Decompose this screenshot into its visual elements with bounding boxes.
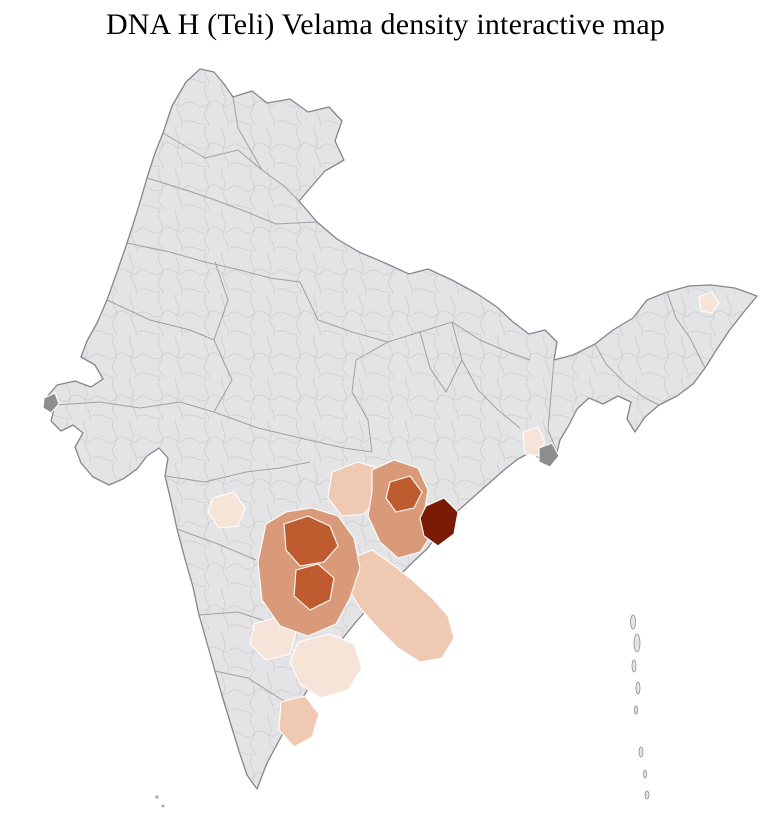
district-bengal-delta-dark[interactable] <box>538 442 560 468</box>
no-data-dark-districts[interactable] <box>42 392 560 468</box>
district-coastal-andhra-strip[interactable] <box>341 549 455 663</box>
district-west-edge-dark[interactable] <box>42 392 60 414</box>
district-telangana-core-b[interactable] <box>293 563 335 611</box>
nicobar-island-2[interactable] <box>643 769 648 779</box>
district-telangana-core-a[interactable] <box>283 515 339 567</box>
andaman-island-2[interactable] <box>633 633 641 653</box>
district-karnataka-light-1[interactable] <box>207 491 246 529</box>
district-rayalaseema-light[interactable] <box>289 633 363 699</box>
island-territories[interactable] <box>155 614 650 808</box>
nicobar-island-3[interactable] <box>644 790 650 800</box>
india-base-districts[interactable] <box>46 68 758 790</box>
nicobar-island-1[interactable] <box>638 746 644 758</box>
page-title: DNA H (Teli) Velama density interactive … <box>105 8 666 41</box>
andaman-island-5[interactable] <box>634 705 638 715</box>
district-northeast-light[interactable] <box>698 291 720 314</box>
andaman-island-3[interactable] <box>631 659 637 673</box>
lakshadweep-island-1[interactable] <box>155 795 159 799</box>
andaman-island-4[interactable] <box>635 681 641 695</box>
state-borders <box>54 96 706 713</box>
andaman-island-1[interactable] <box>630 614 636 630</box>
district-odisha-high[interactable] <box>385 475 423 513</box>
lakshadweep-island-2[interactable] <box>161 804 165 808</box>
district-odisha-coast-highest[interactable] <box>419 497 459 547</box>
district-karnataka-light-3[interactable] <box>278 695 320 748</box>
